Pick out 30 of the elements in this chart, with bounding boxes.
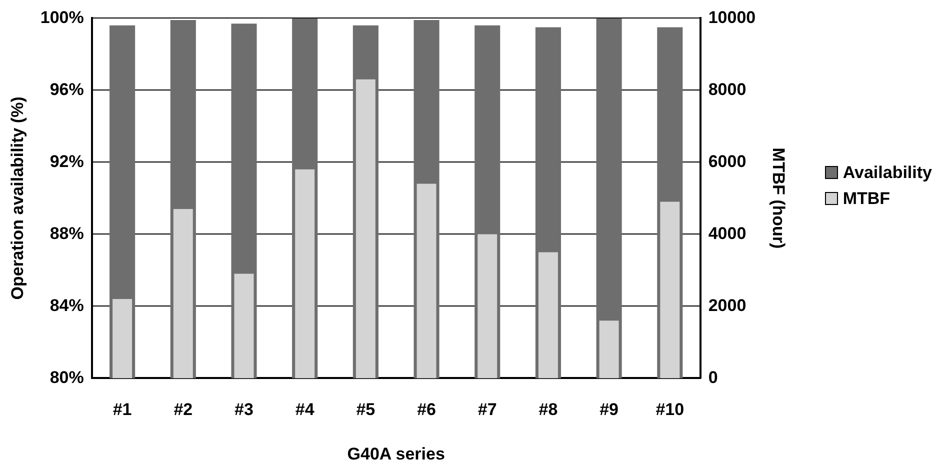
x-tick-label: #9 — [600, 400, 619, 420]
y-tick-label: 80% — [50, 368, 84, 387]
bar — [234, 274, 254, 378]
y2-tick-label: 4000 — [708, 224, 746, 243]
x-tick-label: #2 — [174, 400, 193, 420]
legend-label: Availability — [842, 163, 932, 182]
y-tick-label: 100% — [40, 8, 84, 27]
x-tick-label: #1 — [112, 400, 132, 420]
x-tick-label: #7 — [478, 400, 497, 420]
x-axis-title: G40A series — [347, 444, 445, 464]
legend-label: MTBF — [842, 189, 890, 208]
x-tick-label: #5 — [356, 400, 376, 420]
y-tick-label: 92% — [50, 152, 84, 171]
bar — [112, 299, 132, 378]
x-tick-label: #4 — [295, 400, 315, 420]
y2-tick-label: 2000 — [708, 296, 746, 315]
y-axis-title: Operation availability (%) — [8, 96, 27, 300]
x-tick-label: #10 — [656, 400, 684, 420]
y2-tick-label: 10000 — [708, 8, 756, 27]
y-tick-label: 84% — [50, 296, 84, 315]
y2-axis-title: MTBF (hour) — [769, 148, 788, 249]
y2-tick-label: 8000 — [708, 80, 746, 99]
y2-tick-label: 6000 — [708, 152, 746, 171]
x-tick-label: #3 — [234, 400, 254, 420]
y2-tick-label: 0 — [708, 368, 718, 387]
x-tick-label: #6 — [417, 400, 436, 420]
y-tick-label: 88% — [50, 224, 84, 243]
x-tick-label: #8 — [538, 400, 558, 420]
bar — [599, 320, 619, 378]
y-tick-label: 96% — [50, 80, 84, 99]
